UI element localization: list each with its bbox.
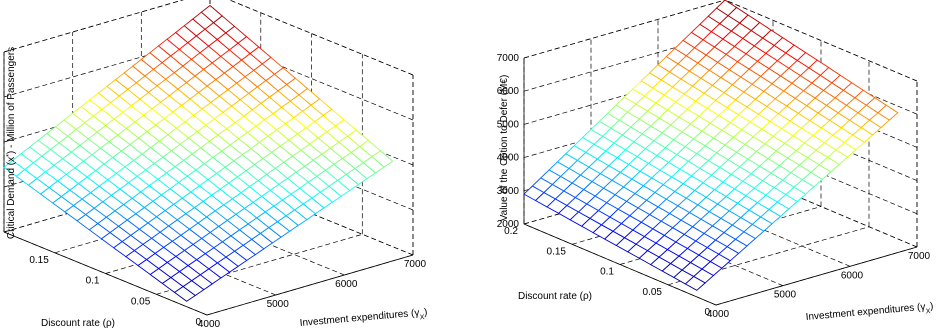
y-tick-label: 0.05 — [643, 287, 663, 298]
backwall-gridline-z — [523, 66, 726, 125]
y-tick-label: 0 — [195, 317, 201, 328]
surface-mesh — [523, 0, 899, 291]
z-tick-label: 5000 — [497, 119, 520, 130]
sidewall-gridline-z — [209, 126, 414, 211]
surface-cell — [715, 0, 738, 17]
z-axis-label: Critical Demand (x*) - Million of Passen… — [6, 47, 18, 239]
y-axis-label: Discount rate (ρ) — [41, 318, 115, 329]
critical-demand-surface-plot: 400050006000700000.050.10.150.2510152025… — [3, 0, 428, 332]
x-axis-label: Investment expenditures (γX) — [299, 307, 428, 332]
top-edge-back — [523, 0, 726, 59]
surface-mesh — [3, 4, 394, 302]
floor-gridline-y — [715, 246, 918, 306]
z-tick-label: 2000 — [497, 219, 520, 230]
y-axis-label: Discount rate (ρ) — [518, 291, 592, 302]
x-tick-label: 6000 — [335, 279, 358, 290]
y-tick-label: 0.05 — [131, 296, 151, 307]
floor-gridline-x — [3, 231, 208, 316]
x-tick-label: 4000 — [707, 309, 730, 320]
sidewall-gridline-z — [209, 36, 414, 121]
y-tick-label: 0 — [704, 307, 710, 318]
y-tick-label: 0.1 — [600, 267, 614, 278]
floor-gridline-x — [141, 191, 345, 276]
top-edge-back — [3, 0, 184, 53]
z-tick-label: 6000 — [497, 86, 520, 97]
x-tick-label: 6000 — [841, 270, 864, 281]
surface-cell — [200, 4, 223, 24]
y-tick-label: 0.2 — [504, 226, 518, 237]
backwall-gridline-z — [523, 32, 726, 92]
sidewall-gridline-z — [724, 165, 918, 248]
x-tick-label: 7000 — [908, 251, 931, 262]
z-tick-label: 3000 — [497, 186, 520, 197]
x-tick-label: 5000 — [774, 290, 797, 301]
x-axis-label: Investment expenditures (γX) — [805, 301, 934, 326]
x-tick-label: 7000 — [404, 259, 427, 270]
top-edge-side — [228, 0, 414, 76]
y-tick-label: 0.15 — [547, 246, 567, 257]
y-tick-label: 0.15 — [29, 255, 49, 266]
floor-gridline-y — [206, 254, 414, 316]
sidewall-gridline-z — [209, 171, 414, 256]
floor-gridline-x — [72, 211, 276, 296]
top-edge-side — [724, 0, 918, 82]
z-axis-label: Value of the Option to Defer (M€) — [499, 75, 510, 222]
x-tick-label: 4000 — [198, 319, 221, 330]
x-tick-label: 5000 — [267, 299, 290, 310]
z-tick-label: 4000 — [497, 153, 520, 164]
z-tick-label: 7000 — [497, 53, 520, 64]
y-tick-label: 0.1 — [86, 276, 100, 287]
